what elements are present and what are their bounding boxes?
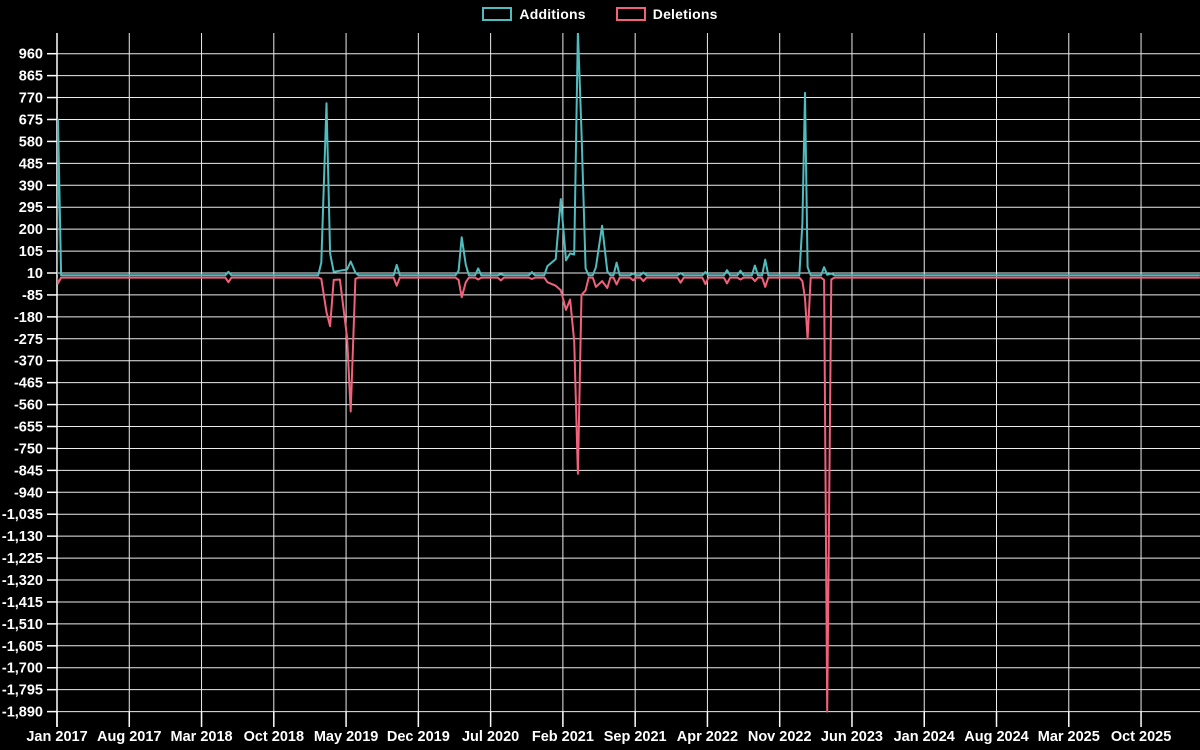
additions-line xyxy=(57,33,1200,277)
x-axis-tick-label: Apr 2022 xyxy=(677,729,738,745)
y-axis-tick-label: -1,320 xyxy=(2,573,43,589)
x-axis-tick-label: Jun 2023 xyxy=(821,729,883,745)
x-axis-tick-label: Jul 2020 xyxy=(462,729,519,745)
y-axis-tick-label: -845 xyxy=(14,463,43,479)
y-axis-tick-label: -1,700 xyxy=(2,661,43,677)
y-axis-tick-label: -465 xyxy=(14,376,43,392)
x-axis-tick-label: Aug 2024 xyxy=(964,729,1028,745)
y-axis-tick-label: 675 xyxy=(19,112,43,128)
y-axis-tick-label: -1,415 xyxy=(2,595,43,611)
x-axis-tick-label: Mar 2018 xyxy=(171,729,233,745)
y-axis-tick-label: 295 xyxy=(19,200,43,216)
y-axis-tick-label: -1,890 xyxy=(2,705,43,721)
y-axis-tick-label: 200 xyxy=(19,222,43,238)
y-axis-tick-label: -85 xyxy=(22,288,43,304)
y-axis-tick-label: 960 xyxy=(19,47,43,63)
y-axis-tick-label: -750 xyxy=(14,441,43,457)
x-axis-tick-label: Jan 2024 xyxy=(894,729,955,745)
y-axis-tick-label: 485 xyxy=(19,156,43,172)
y-axis-tick-label: 105 xyxy=(19,244,43,260)
y-axis-tick-label: 865 xyxy=(19,69,43,85)
x-axis-tick-label: Oct 2018 xyxy=(244,729,304,745)
legend-item-additions[interactable]: Additions xyxy=(482,6,586,22)
y-axis-tick-label: 580 xyxy=(19,134,43,150)
legend-label-additions: Additions xyxy=(519,6,586,22)
legend-label-deletions: Deletions xyxy=(652,6,718,22)
y-axis-tick-label: -275 xyxy=(14,332,43,348)
y-axis-tick-label: -1,225 xyxy=(2,551,43,567)
x-axis-tick-label: Oct 2025 xyxy=(1111,729,1171,745)
y-axis-tick-label: -370 xyxy=(14,354,43,370)
y-axis-tick-label: -655 xyxy=(14,420,43,436)
deletions-swatch-icon xyxy=(615,7,646,21)
y-axis-tick-label: -1,795 xyxy=(2,683,43,699)
x-axis-tick-label: Nov 2022 xyxy=(748,729,812,745)
legend-item-deletions[interactable]: Deletions xyxy=(615,6,718,22)
x-axis-tick-label: Jan 2017 xyxy=(26,729,87,745)
x-axis-tick-label: Mar 2025 xyxy=(1038,729,1100,745)
y-axis-tick-label: 390 xyxy=(19,178,43,194)
x-axis-tick-label: Aug 2017 xyxy=(97,729,161,745)
y-axis-tick-label: -1,130 xyxy=(2,529,43,545)
chart-legend: Additions Deletions xyxy=(0,6,1200,22)
x-axis-tick-label: Dec 2019 xyxy=(387,729,450,745)
x-axis-tick-label: Sep 2021 xyxy=(604,729,667,745)
x-axis-tick-label: Feb 2021 xyxy=(532,729,594,745)
y-axis-tick-label: 770 xyxy=(19,91,43,107)
y-axis-tick-label: -1,605 xyxy=(2,639,43,655)
deletions-line xyxy=(57,276,1200,713)
y-axis-tick-label: -1,510 xyxy=(2,617,43,633)
y-axis-tick-label: -940 xyxy=(14,485,43,501)
x-axis-tick-label: May 2019 xyxy=(314,729,379,745)
additions-swatch-icon xyxy=(482,7,513,21)
y-axis-tick-label: -180 xyxy=(14,310,43,326)
y-axis-tick-label: 10 xyxy=(27,266,43,282)
y-axis-tick-label: -1,035 xyxy=(2,507,43,523)
y-axis-tick-label: -560 xyxy=(14,398,43,414)
